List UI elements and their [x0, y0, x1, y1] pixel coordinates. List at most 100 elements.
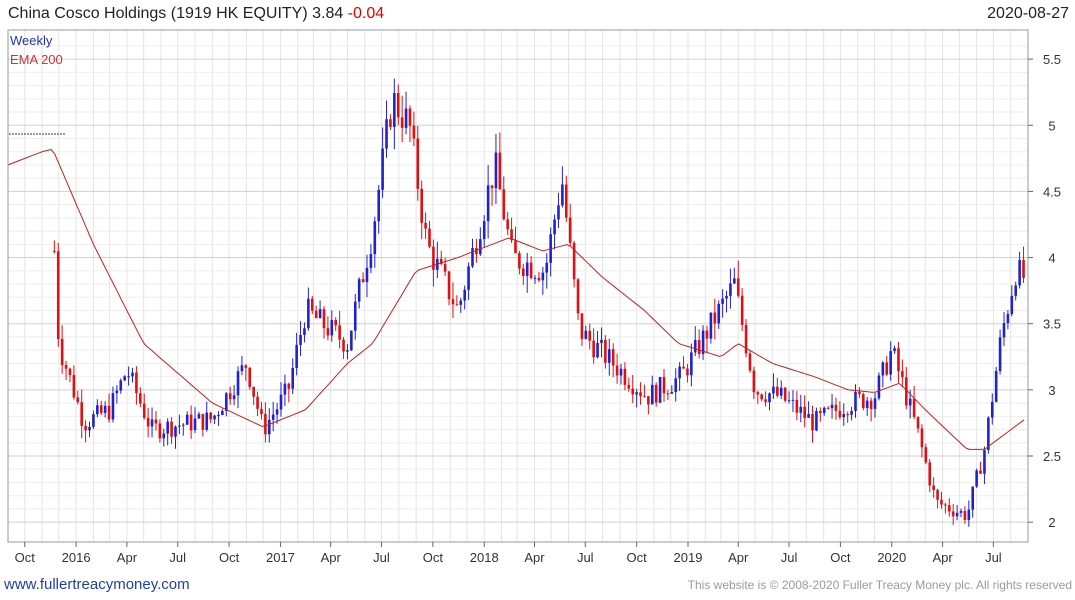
candle-body	[432, 246, 435, 270]
candle-body	[189, 414, 193, 431]
candle-body	[869, 400, 873, 409]
candle-body	[107, 405, 111, 420]
candle-body	[197, 414, 201, 419]
candle-body	[310, 298, 314, 311]
candle	[1018, 251, 1021, 289]
candle	[596, 331, 599, 359]
candle	[729, 268, 732, 309]
candle	[1022, 246, 1025, 283]
candle	[346, 344, 349, 360]
candle-body	[912, 398, 916, 417]
candle-body	[166, 421, 169, 434]
candle	[193, 407, 197, 434]
candle	[482, 215, 486, 248]
candle-body	[717, 303, 721, 324]
candle-body	[502, 189, 506, 220]
candle	[80, 389, 83, 439]
candle-body	[768, 393, 771, 403]
candle	[142, 393, 146, 420]
candle	[479, 227, 482, 257]
candle	[795, 390, 799, 421]
candle	[783, 386, 787, 403]
candle-body	[490, 185, 494, 189]
candle-body	[103, 405, 107, 413]
x-tick-label: Oct	[627, 550, 648, 565]
candle-body	[740, 295, 744, 325]
candle	[338, 310, 341, 349]
candle	[537, 272, 541, 283]
candle	[647, 396, 650, 415]
candle	[53, 240, 56, 254]
candle-body	[482, 221, 486, 240]
candle	[96, 399, 99, 418]
candle-body	[963, 510, 967, 520]
candle-body	[885, 362, 889, 375]
candle-body	[670, 392, 674, 394]
candle-body	[60, 338, 64, 366]
candle-body	[959, 510, 963, 513]
candle	[686, 363, 689, 383]
candle-body	[721, 298, 724, 304]
candle-body	[350, 330, 353, 351]
candle	[463, 285, 466, 310]
y-tick-label: 4.5	[1043, 184, 1061, 199]
candle	[799, 394, 803, 423]
candle-body	[588, 330, 592, 341]
candle	[416, 125, 420, 201]
candle	[224, 392, 228, 417]
candle	[807, 401, 810, 418]
candle	[951, 503, 955, 526]
candle	[189, 405, 193, 439]
x-tick-label: Oct	[15, 550, 36, 565]
candle	[869, 397, 873, 422]
footer-site-link[interactable]: www.fullertreacymoney.com	[4, 576, 190, 593]
candle-body	[209, 412, 212, 420]
candle	[60, 325, 64, 374]
candle	[592, 328, 595, 364]
candle-body	[291, 367, 295, 389]
y-tick-label: 5	[1048, 118, 1055, 133]
candle-body	[428, 228, 431, 247]
candle-body	[185, 414, 189, 425]
candle	[815, 407, 818, 432]
candle-body	[1006, 314, 1010, 324]
candle-body	[353, 301, 357, 331]
candle	[111, 386, 115, 423]
candle-body	[479, 239, 482, 255]
candle	[873, 392, 877, 418]
candle-body	[267, 419, 271, 435]
y-tick-label: 3.5	[1043, 317, 1061, 332]
plot-frame	[7, 29, 1029, 543]
candle-body	[178, 425, 181, 427]
candle-body	[881, 362, 885, 376]
candle	[850, 406, 853, 421]
candle-body	[561, 184, 564, 206]
x-tick-label: Oct	[423, 550, 444, 565]
candle	[228, 386, 232, 405]
candle	[342, 337, 345, 359]
candle	[748, 350, 752, 373]
title-text: China Cosco Holdings (1919 HK EQUITY) 3.…	[8, 5, 344, 22]
candle	[127, 366, 130, 386]
candle-body	[908, 398, 912, 406]
candle	[307, 287, 310, 331]
candle-body	[631, 388, 635, 395]
x-tick-label: 2019	[674, 550, 703, 565]
candle	[365, 254, 369, 298]
candle	[103, 401, 107, 418]
candle-body	[971, 486, 975, 510]
candle-body	[990, 401, 994, 418]
y-tick-label: 2.5	[1043, 449, 1061, 464]
candle-body	[647, 396, 650, 405]
candle-body	[619, 368, 623, 376]
candle-body	[979, 470, 982, 474]
candle-body	[951, 511, 955, 517]
candle-body	[709, 312, 713, 339]
candle	[576, 278, 580, 320]
candle-body	[115, 390, 119, 394]
candle-body	[213, 415, 216, 420]
candle	[678, 362, 681, 391]
candle	[776, 377, 779, 398]
candle	[381, 127, 384, 198]
candle-body	[330, 320, 334, 336]
